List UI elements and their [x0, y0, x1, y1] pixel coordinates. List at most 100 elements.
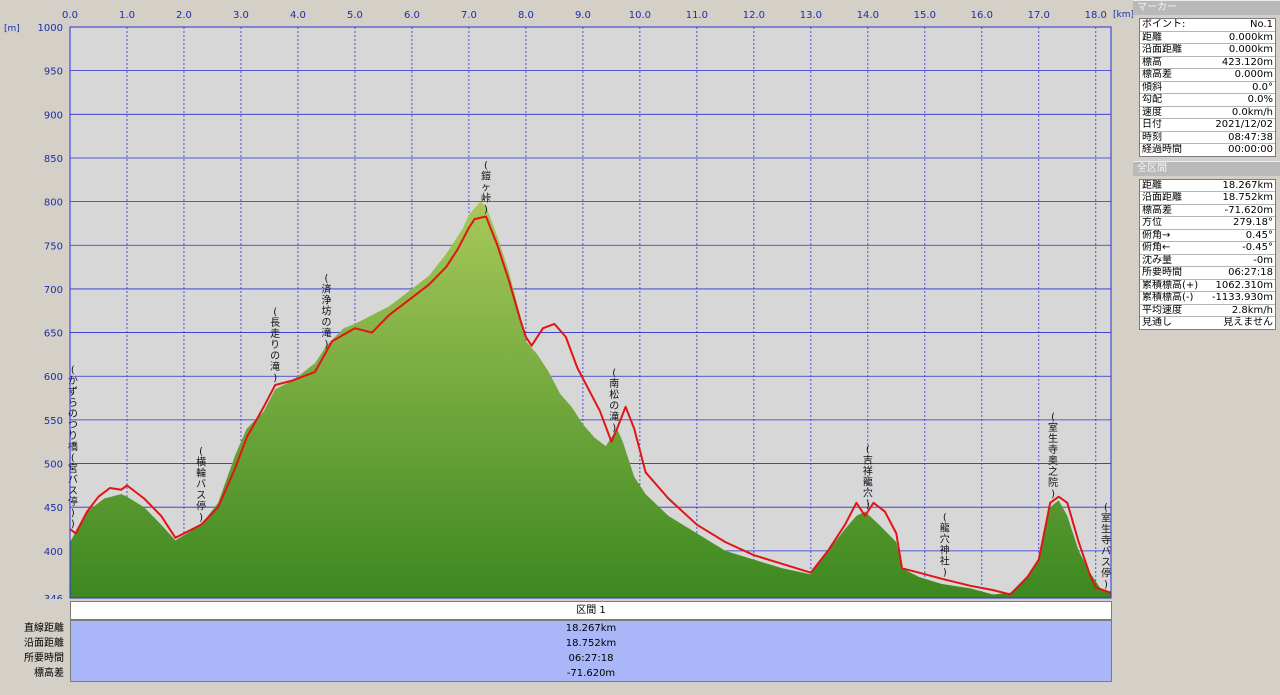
marker-row: 距離 0.000km [1140, 31, 1275, 44]
marker-row-value: 08:47:38 [1228, 131, 1273, 143]
y-tick-label: 750 [44, 241, 63, 252]
marker-row-label: 標高差 [1142, 69, 1172, 80]
y-tick-label: 500 [44, 460, 63, 471]
x-tick-label: 9.0 [575, 10, 591, 21]
total-row-value: 見えません [1223, 317, 1273, 328]
marker-row: 時刻 08:47:38 [1140, 131, 1275, 144]
elevation-chart: (かずらのつり橋(宮バス停)) (横輪バス停) (長走りの滝) (済浄坊の滝) (鎧ヶ峠… [4, 10, 1133, 600]
total-row: 俯角→ 0.45° [1140, 229, 1275, 242]
y-tick-label: 900 [44, 110, 63, 121]
total-row: 沈み量 -0m [1140, 254, 1275, 267]
y-tick-label: 450 [44, 503, 63, 514]
total-row: 見通し 見えません [1140, 317, 1275, 329]
segment-values[interactable]: 18.267km 18.752km 06:27:18 -71.620m [70, 620, 1112, 682]
x-tick-label: 14.0 [857, 10, 879, 21]
poi-label-text: (室生寺奥之院) [1048, 412, 1058, 500]
total-row-value: 279.18° [1233, 217, 1273, 228]
marker-row-label: 傾斜 [1142, 81, 1162, 93]
marker-row-value: 0.000m [1234, 69, 1273, 80]
total-row-value: -0m [1253, 254, 1273, 266]
x-tick-label: 7.0 [461, 10, 477, 21]
y-tick-label: 1000 [38, 23, 63, 34]
marker-row-label: ポイント: [1142, 19, 1186, 30]
total-row-label: 距離 [1142, 179, 1162, 191]
segment-value: 18.752km [565, 638, 617, 649]
total-row: 方位 279.18° [1140, 217, 1275, 230]
poi-label-text: (南松の滝) [609, 368, 619, 434]
marker-row: 勾配 0.0% [1140, 94, 1275, 107]
total-row: 平均速度 2.8km/h [1140, 304, 1275, 317]
y-tick-label: 600 [44, 372, 63, 383]
total-row: 累積標高(+) 1062.310m [1140, 279, 1275, 292]
poi-label-text: (室生寺バス停) [1101, 502, 1111, 590]
segment-value: -71.620m [566, 668, 616, 679]
y-tick-label: 950 [44, 67, 63, 78]
total-row-value: -71.620m [1224, 204, 1273, 216]
segment-value: 06:27:18 [568, 653, 614, 664]
poi-label: (室生寺奥之院) [1048, 412, 1058, 500]
marker-row: 標高差 0.000m [1140, 69, 1275, 82]
marker-row-value: 423.120m [1221, 56, 1273, 68]
poi-label: (長走りの滝) [270, 307, 280, 384]
segment-header[interactable]: 区間 1 [70, 601, 1112, 620]
marker-row: 速度 0.0km/h [1140, 106, 1275, 119]
x-tick-label: 13.0 [800, 10, 822, 21]
segment-label: 沿面距離 [24, 638, 64, 649]
total-row-value: 0.45° [1245, 229, 1273, 241]
x-tick-label: 2.0 [176, 10, 192, 21]
poi-label: (かずらのつり橋(宮バス停)) [68, 365, 78, 530]
marker-row-value: 0.0° [1252, 81, 1273, 93]
marker-row-value: 0.000km [1228, 44, 1273, 55]
total-table: 距離 18.267km 沿面距離 18.752km 標高差 -71.620m 方位 279.1… [1139, 178, 1276, 330]
marker-row-value: No.1 [1250, 19, 1273, 30]
y-tick-label: 400 [44, 547, 63, 558]
x-tick-label: 8.0 [518, 10, 534, 21]
segment-label: 標高差 [34, 668, 64, 679]
marker-row-label: 距離 [1142, 31, 1162, 43]
marker-section-title: マーカー [1133, 0, 1280, 15]
marker-row: ポイント: No.1 [1140, 19, 1275, 32]
poi-label-text: (横輪バス停) [196, 447, 206, 524]
marker-table: ポイント: No.1 距離 0.000km 沿面距離 0.000km 標高 423.120m 標… [1139, 18, 1276, 157]
x-tick-label: 5.0 [347, 10, 363, 21]
total-row-label: 平均速度 [1142, 304, 1182, 316]
y-tick-label: 700 [44, 285, 63, 296]
x-tick-label: 18.0 [1085, 10, 1107, 21]
marker-row-label: 勾配 [1142, 94, 1162, 105]
marker-row: 日付 2021/12/02 [1140, 119, 1275, 132]
y-tick-label: 550 [44, 416, 63, 427]
total-row-value: -1133.930m [1211, 292, 1273, 303]
marker-row-label: 時刻 [1142, 131, 1162, 143]
poi-label: (龍穴神社) [940, 512, 950, 578]
x-unit-label: [km] [1113, 10, 1133, 20]
marker-row-label: 経過時間 [1142, 144, 1182, 155]
marker-row: 経過時間 00:00:00 [1140, 144, 1275, 156]
x-tick-label: 11.0 [686, 10, 708, 21]
poi-label-text: (吉祥龍穴) [863, 445, 873, 511]
x-tick-label: 17.0 [1028, 10, 1050, 21]
total-row-label: 沈み量 [1142, 254, 1172, 266]
total-row-label: 見通し [1142, 317, 1172, 328]
total-row-value: 1062.310m [1215, 279, 1273, 291]
y-unit-label: [m] [4, 24, 20, 34]
total-row-label: 俯角→ [1142, 229, 1171, 241]
marker-row: 傾斜 0.0° [1140, 81, 1275, 94]
total-row-value: 18.267km [1222, 179, 1273, 191]
y-tick-label: 850 [44, 154, 63, 165]
marker-row-value: 0.0% [1247, 94, 1273, 105]
poi-label: (鎧ヶ峠) [481, 160, 491, 215]
total-row: 沿面距離 18.752km [1140, 192, 1275, 205]
plot-frame [69, 26, 1112, 599]
poi-label-text: (長走りの滝) [270, 307, 280, 384]
x-tick-label: 15.0 [914, 10, 936, 21]
poi-label: (吉祥龍穴) [863, 445, 873, 511]
segment-labels: 直線距離 沿面距離 所要時間 標高差 [0, 621, 68, 681]
marker-row-value: 0.0km/h [1231, 106, 1273, 118]
marker-row-label: 標高 [1142, 56, 1162, 68]
x-tick-label: 10.0 [629, 10, 651, 21]
segment-label: 所要時間 [24, 653, 64, 664]
total-row-label: 沿面距離 [1142, 192, 1182, 203]
poi-label-text: (かずらのつり橋(宮バス停)) [68, 365, 78, 530]
x-tick-label: 1.0 [119, 10, 135, 21]
total-row-value: 2.8km/h [1231, 304, 1273, 316]
